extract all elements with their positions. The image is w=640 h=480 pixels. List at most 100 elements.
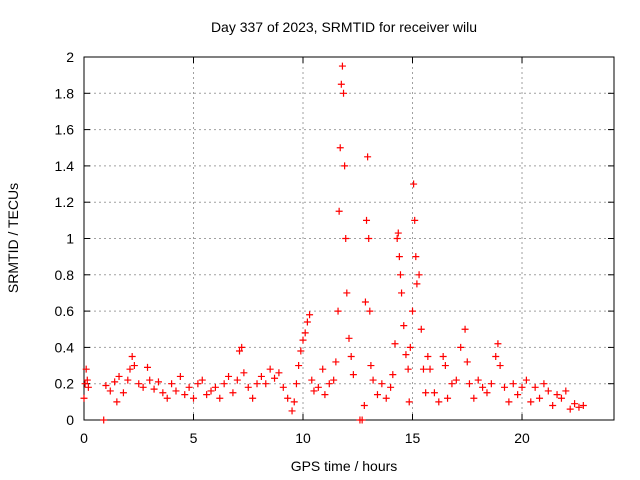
data-point [168,380,176,388]
data-point [345,334,353,342]
data-point [190,394,198,402]
data-point [522,376,530,384]
data-point [290,398,298,406]
x-axis-ticks: 0 5 10 15 20 [80,57,530,446]
data-point [336,144,344,152]
data-point [394,229,402,237]
data-point [479,383,487,391]
x-tick-label: 20 [514,430,530,446]
data-point [439,352,447,360]
data-point [163,394,171,402]
data-point [409,307,417,315]
data-point [531,383,539,391]
y-axis-label: SRMTID / TECUs [5,183,21,293]
y-tick-label: 1.4 [55,158,75,174]
data-point [303,318,311,326]
y-tick-label: 2 [66,49,74,65]
data-point [398,289,406,297]
x-tick-label: 0 [80,430,88,446]
data-point [338,62,346,70]
data-point [233,376,241,384]
data-point [314,383,322,391]
data-point [389,371,397,379]
data-point [172,387,180,395]
data-point [113,398,121,406]
data-point [562,387,570,395]
data-point [297,347,305,355]
data-point [483,389,491,397]
data-point [115,372,123,380]
data-point [349,371,357,379]
data-point [369,376,377,384]
y-tick-label: 1.6 [55,122,75,138]
y-tick-label: 1.2 [55,194,75,210]
data-point [295,362,303,370]
y-tick-label: 0.8 [55,267,75,283]
data-point [406,343,414,351]
data-point [308,376,316,384]
data-point [435,398,443,406]
data-point [441,362,449,370]
data-point [396,271,404,279]
data-point [198,376,206,384]
data-point [240,369,248,377]
data-point [301,329,309,337]
data-point [405,398,413,406]
data-point [203,391,211,399]
data-point [325,380,333,388]
data-point [216,394,224,402]
data-point [102,382,110,390]
data-points [80,62,587,424]
x-axis-label: GPS time / hours [291,458,398,474]
data-point [400,322,408,330]
y-tick-label: 0.6 [55,303,75,319]
data-point [430,389,438,397]
data-point [413,280,421,288]
data-point [220,380,228,388]
data-point [257,372,265,380]
data-point [549,401,557,409]
data-point [84,383,92,391]
data-point [340,89,348,97]
data-point [319,365,327,373]
data-point [126,365,134,373]
data-point [135,380,143,388]
data-point [207,387,215,395]
data-point [332,358,340,366]
data-point [487,380,495,388]
data-point [81,380,89,388]
x-tick-label: 5 [190,430,198,446]
data-point [382,394,390,402]
data-point [575,403,583,411]
data-point [505,398,513,406]
data-point [347,352,355,360]
data-point [342,235,350,242]
data-point [111,378,119,386]
y-tick-label: 0.2 [55,376,75,392]
data-point [341,162,349,170]
data-point [176,372,184,380]
data-point [146,376,154,384]
data-point [185,383,193,391]
data-point [211,383,219,391]
data-point [337,80,345,88]
data-point [266,365,274,373]
data-point [393,235,401,242]
data-point [299,336,307,344]
data-point [130,362,138,370]
data-point [509,380,517,388]
data-point [518,383,526,391]
data-point [321,391,329,399]
data-point [402,351,410,359]
data-point [527,398,535,406]
y-tick-label: 0 [66,412,74,428]
data-point [366,307,374,315]
data-point [415,271,423,279]
data-point [553,391,561,399]
data-point [262,380,270,388]
data-point [465,380,473,388]
data-point [448,380,456,388]
data-point [106,387,114,395]
data-point [181,391,189,399]
